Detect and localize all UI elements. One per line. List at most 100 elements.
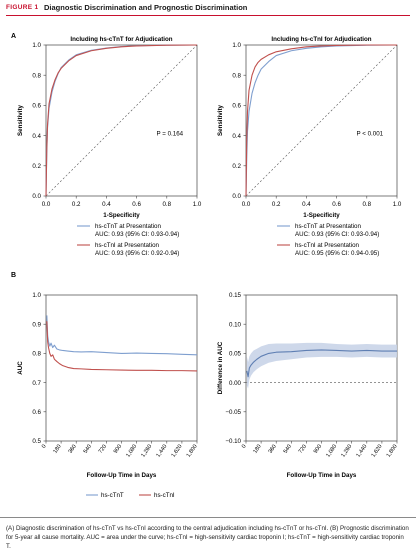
y-tick-label: 0.8	[32, 351, 41, 358]
series-line-2	[45, 44, 198, 197]
figure-label: FIGURE 1	[6, 4, 39, 11]
y-tick-label: 0.8	[232, 72, 241, 79]
x-axis-label: 1-Specificity	[303, 212, 340, 219]
x-tick-label: 0.8	[362, 201, 371, 208]
caption-box: (A) Diagnostic discrimination of hs-cTnT…	[0, 517, 416, 556]
x-tick-label: 1,800	[386, 444, 399, 459]
y-axis-label: Sensitivity	[217, 104, 224, 136]
x-tick-label: 1,440	[155, 444, 168, 459]
x-tick-label: 0.6	[332, 201, 341, 208]
x-tick-label: 360	[268, 444, 278, 455]
legend-label: hs-cTnT at Presentation	[295, 223, 361, 230]
legend-auc: AUC: 0.93 (95% CI: 0.92-0.94)	[95, 250, 179, 257]
y-tick-label: 0.4	[32, 133, 41, 140]
figure-header: FIGURE 1 Diagnostic Discrimination and P…	[0, 0, 416, 18]
legend-label: hs-cTnI	[154, 492, 175, 499]
series-line-2	[245, 44, 397, 197]
x-tick-label: 0	[41, 444, 48, 450]
y-axis-label: Sensitivity	[17, 104, 24, 136]
legend-label: hs-cTnI at Presentation	[95, 242, 160, 249]
y-tick-label: 0.5	[32, 438, 41, 445]
legend-label: hs-cTnI at Presentation	[295, 242, 360, 249]
x-tick-label: 540	[283, 444, 293, 455]
x-tick-label: 1,080	[125, 444, 138, 459]
x-tick-label: 0.0	[42, 201, 51, 208]
legend-label: hs-cTnT at Presentation	[95, 223, 161, 230]
x-tick-label: 900	[313, 444, 323, 455]
x-tick-label: 0	[241, 444, 248, 450]
p-value-annotation: P < 0.001	[357, 131, 384, 138]
panel-A-right: Including hs-cTnI for Adjudication 0.0 0.2…	[217, 36, 402, 257]
panel-B-right: −0.10 −0.05 0.00 0.05 0.10 0.15 0 180 360 540 720 9…	[217, 292, 399, 479]
x-axis-label: Follow-Up Time in Days	[287, 472, 357, 479]
x-tick-label: 0.8	[162, 201, 171, 208]
x-tick-label: 1,260	[340, 444, 353, 459]
panel-letter-B: B	[11, 272, 16, 279]
y-tick-label: 0.6	[232, 103, 241, 110]
x-tick-label: 1,440	[355, 444, 368, 459]
y-tick-label: 0.2	[232, 163, 241, 170]
y-tick-label: 0.00	[229, 380, 242, 387]
legend-auc: AUC: 0.93 (95% CI: 0.93-0.94)	[295, 231, 379, 238]
y-tick-label: 1.0	[32, 292, 41, 299]
figure-title: Diagnostic Discrimination and Prognostic…	[44, 3, 248, 12]
series-line-1	[246, 349, 397, 378]
x-tick-label: 1.0	[193, 201, 202, 208]
x-tick-label: 0.2	[272, 201, 281, 208]
y-tick-label: 0.0	[232, 193, 241, 200]
plot-frame	[245, 44, 398, 197]
x-axis-label: 1-Specificity	[103, 212, 140, 219]
y-tick-label: 0.10	[229, 321, 242, 328]
y-axis-label: Difference in AUC	[217, 341, 224, 394]
x-tick-label: 720	[298, 444, 308, 455]
y-tick-label: 0.6	[32, 409, 41, 416]
chart-title: Including hs-cTnI for Adjudication	[271, 36, 371, 43]
x-tick-label: 1,620	[371, 444, 384, 459]
panel-B: 0.50.60.70.80.91.00 180 360 540 720 900 1,080 1…	[17, 292, 199, 479]
x-tick-label: 180	[52, 444, 62, 455]
x-axis-label: Follow-Up Time in Days	[87, 472, 157, 479]
series-line-1	[46, 315, 198, 356]
series-line-1	[245, 44, 398, 197]
y-tick-label: −0.05	[225, 409, 241, 416]
figure-charts: Including hs-cTnT for Adjudication 0.0 0.2…	[11, 33, 402, 499]
x-tick-label: 1,800	[186, 444, 199, 459]
panel-A: Including hs-cTnT for Adjudication 0.0 0.2…	[17, 36, 202, 257]
confidence-band	[246, 342, 397, 389]
y-tick-label: 0.2	[32, 163, 41, 170]
x-tick-label: 180	[252, 444, 262, 455]
panel-B-legend: hs-cTnT hs-cTnI	[86, 492, 175, 499]
y-tick-label: 0.4	[232, 133, 241, 140]
y-tick-label: 0.8	[32, 72, 41, 79]
chart-title: Including hs-cTnT for Adjudication	[70, 36, 172, 43]
legend-auc: AUC: 0.95 (95% CI: 0.94-0.95)	[295, 250, 379, 257]
x-tick-label: 0.2	[72, 201, 81, 208]
y-tick-label: −0.10	[225, 438, 241, 445]
y-axis-label: AUC	[17, 361, 24, 375]
plot-frame	[245, 294, 398, 442]
x-tick-label: 1,260	[140, 444, 153, 459]
x-tick-label: 1,080	[325, 444, 338, 459]
figure-caption: (A) Diagnostic discrimination of hs-cTnT…	[6, 525, 409, 550]
diagonal-reference-line	[45, 44, 198, 197]
x-tick-label: 0.4	[302, 201, 311, 208]
x-tick-label: 1,620	[171, 444, 184, 459]
y-tick-label: 0.15	[229, 292, 242, 299]
legend-auc: AUC: 0.93 (95% CI: 0.93-0.94)	[95, 231, 179, 238]
x-tick-label: 900	[113, 444, 123, 455]
x-tick-label: 0.6	[132, 201, 141, 208]
header-divider	[6, 15, 410, 16]
y-tick-label: 1.0	[232, 42, 241, 49]
diagonal-reference-line	[245, 44, 398, 197]
x-tick-label: 1.0	[393, 201, 402, 208]
y-tick-label: 0.6	[32, 103, 41, 110]
x-tick-label: 360	[68, 444, 78, 455]
y-tick-label: 1.0	[32, 42, 41, 49]
y-tick-label: 0.7	[32, 380, 41, 387]
x-tick-label: 0.4	[102, 201, 111, 208]
x-tick-label: 720	[98, 444, 108, 455]
y-tick-label: 0.0	[32, 193, 41, 200]
y-tick-label: 0.05	[229, 351, 242, 358]
y-tick-label: 0.9	[32, 321, 41, 328]
